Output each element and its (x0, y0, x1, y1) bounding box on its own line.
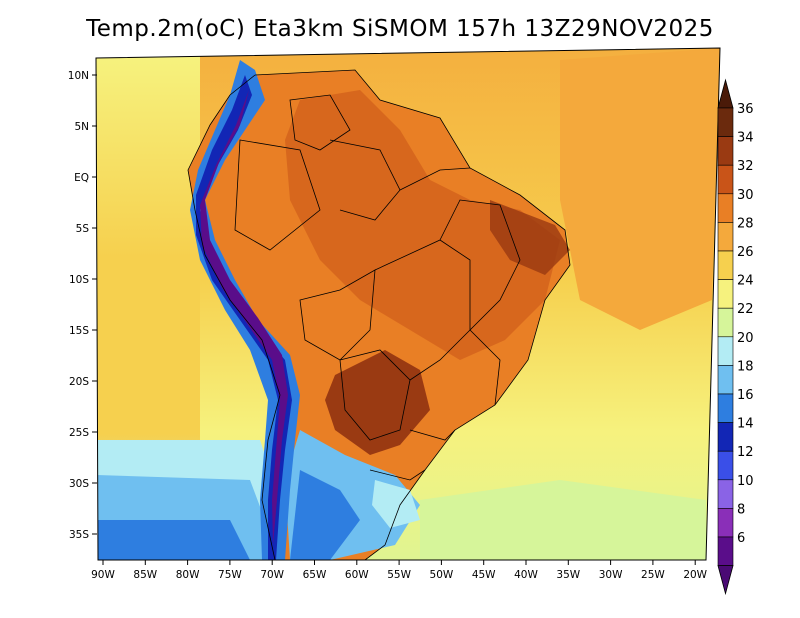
lat-label: 5N (74, 121, 89, 133)
lon-label: 20W (683, 569, 707, 581)
latitude-axis: 10N 5N EQ 5S 10S 15S 20S 25S 30S 35S (68, 70, 97, 541)
lat-label: 15S (69, 325, 89, 337)
lon-label: 30W (599, 569, 623, 581)
colorbar-label: 20 (737, 331, 754, 346)
colorbar-label: 10 (737, 474, 754, 489)
atlantic-warm-band (560, 48, 720, 330)
colorbar-swatch (717, 222, 734, 252)
colorbar-label: 12 (737, 445, 754, 460)
interior-hot-region (285, 90, 560, 360)
colorbar-swatch (717, 336, 734, 366)
pampa-cold-region (290, 470, 360, 560)
pacific-ocean-field (96, 56, 200, 560)
colorbar-label: 28 (737, 216, 754, 231)
chaco-hottest-region (325, 350, 430, 455)
colorbar-swatch (717, 479, 734, 509)
lon-label: 45W (472, 569, 496, 581)
colorbar-swatch (717, 536, 734, 566)
colorbar-bottom-arrow (717, 565, 734, 596)
colorbar-label: 18 (737, 359, 754, 374)
lon-label: 90W (91, 569, 115, 581)
colorbar-swatch (717, 393, 734, 423)
coastline-west (187, 74, 281, 560)
lon-label: 85W (133, 569, 157, 581)
lat-label: 30S (69, 478, 89, 490)
colorbar: 36 34 32 30 28 26 24 22 20 18 16 14 12 10 8 6 (717, 78, 754, 596)
south-atlantic-cool (420, 480, 706, 560)
colorbar-swatch (717, 250, 734, 280)
lon-label: 65W (303, 569, 327, 581)
lon-label: 60W (345, 569, 369, 581)
border-brazil-states-west (374, 239, 471, 381)
lat-label: 35S (69, 529, 89, 541)
border-brazil-southeast (469, 329, 501, 406)
south-pacific-colder (96, 520, 250, 560)
border-brazil-south (409, 429, 456, 441)
colorbar-label: 6 (737, 531, 745, 546)
colorbar-swatch (717, 107, 734, 137)
border-uruguay (369, 469, 426, 481)
colorbar-swatch (717, 193, 734, 223)
lat-label: 20S (69, 376, 89, 388)
map-title: Temp.2m(oC) Eta3km SiSMOM 157h 13Z29NOV2… (86, 16, 714, 42)
coastline-east (254, 69, 571, 560)
border-colombia-peru (234, 139, 321, 251)
colorbar-swatch (717, 365, 734, 395)
map-frame (95, 47, 721, 561)
lat-label: 25S (69, 427, 89, 439)
border-paraguay (339, 349, 411, 441)
colorbar-label: 34 (737, 131, 754, 146)
colorbar-swatch (717, 279, 734, 309)
political-borders (187, 69, 571, 560)
colorbar-swatch (717, 136, 734, 166)
border-brazil-states-east (439, 199, 521, 331)
colorbar-swatch (717, 508, 734, 538)
colorbar-label: 8 (737, 502, 745, 517)
lon-label: 40W (514, 569, 538, 581)
longitude-axis: 90W 85W 80W 75W 70W 65W 60W 55W 50W 45W 40W 35W 30W 2… (91, 560, 708, 581)
border-venezuela (289, 94, 351, 151)
colorbar-label: 24 (737, 274, 754, 289)
colorbar-label: 30 (737, 188, 754, 203)
colorbar-top-arrow (717, 78, 734, 109)
colorbar-swatch (717, 164, 734, 195)
colorbar-label: 32 (737, 159, 754, 174)
northeast-hot-region (490, 200, 570, 275)
colorbar-label: 26 (737, 245, 754, 260)
lat-label: 10S (69, 274, 89, 286)
border-para (399, 167, 471, 191)
colorbar-label: 22 (737, 302, 754, 317)
colorbar-label: 16 (737, 388, 754, 403)
colorbar-label: 36 (737, 102, 754, 117)
lon-label: 70W (260, 569, 284, 581)
lon-label: 35W (556, 569, 580, 581)
lat-label: 10N (68, 70, 89, 82)
lon-label: 80W (176, 569, 200, 581)
lat-label: 5S (76, 223, 90, 235)
lon-label: 25W (641, 569, 665, 581)
lon-label: 75W (218, 569, 242, 581)
border-bolivia (299, 269, 376, 361)
lat-label: EQ (74, 172, 89, 184)
uruguay-cool-region (372, 480, 420, 528)
lon-label: 55W (387, 569, 411, 581)
lon-label: 50W (430, 569, 454, 581)
colorbar-swatch (717, 450, 734, 481)
colorbar-swatch (717, 307, 734, 338)
colorbar-swatch (717, 422, 734, 452)
colorbar-label: 14 (737, 417, 754, 432)
